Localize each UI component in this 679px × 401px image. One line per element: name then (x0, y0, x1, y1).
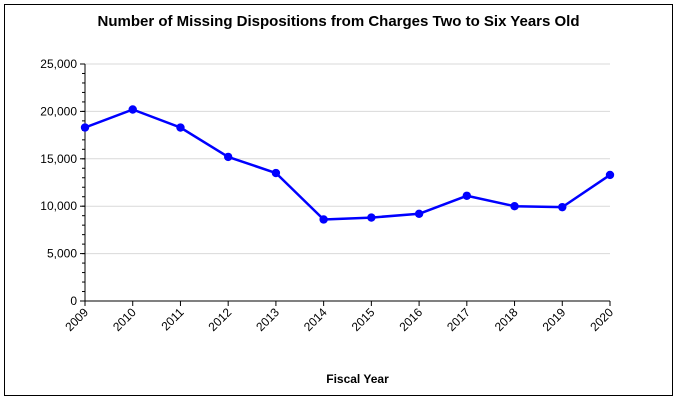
x-tick-label: 2019 (540, 305, 569, 334)
x-tick-label: 2012 (206, 305, 235, 334)
data-point (80, 123, 90, 132)
y-tick-label: 10,000 (40, 199, 77, 213)
y-tick-label: 5,000 (47, 247, 77, 261)
data-point (510, 202, 519, 211)
x-tick-label: 2018 (492, 305, 521, 334)
chart-plot: 0 5,000 10,000 15,000 20,000 25,000 2009 2010 20… (40, 57, 616, 386)
chart-title: Number of Missing Dispositions from Char… (97, 13, 580, 30)
data-point (223, 152, 233, 162)
x-tick-label: 2010 (110, 305, 139, 334)
x-tick-label: 2013 (253, 305, 282, 334)
x-tick-label: 2009 (62, 305, 91, 334)
data-point (128, 105, 137, 114)
x-tick-label: 2017 (444, 305, 473, 334)
x-tick-label: 2015 (349, 305, 378, 334)
y-tick-label: 20,000 (40, 104, 77, 118)
x-tick-label: 2014 (301, 305, 330, 334)
x-tick-label: 2020 (587, 305, 616, 334)
data-point (176, 123, 185, 132)
data-point (462, 191, 472, 200)
series-line (84, 108, 611, 221)
chart-frame: Number of Missing Dispositions from Char… (4, 4, 673, 396)
data-point (414, 209, 424, 218)
x-tick-label: 2016 (396, 305, 425, 334)
y-tick-label: 15,000 (40, 152, 77, 166)
x-axis-title: Fiscal Year (326, 372, 389, 386)
data-point (367, 213, 376, 222)
data-point (558, 202, 567, 212)
data-point (605, 170, 615, 180)
data-point (271, 168, 281, 178)
y-tick-label: 25,000 (40, 57, 77, 71)
data-point (319, 215, 328, 224)
y-tick-label: 0 (70, 294, 77, 308)
x-tick-label: 2011 (158, 305, 186, 333)
